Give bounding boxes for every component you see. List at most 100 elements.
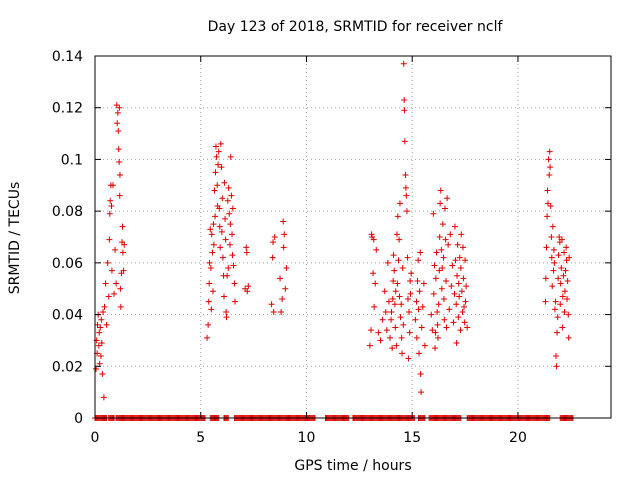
data-point xyxy=(210,241,217,248)
y-tick-label: 0.08 xyxy=(52,204,83,220)
data-point xyxy=(415,257,422,264)
data-point xyxy=(107,197,114,204)
data-point xyxy=(550,267,557,274)
data-point xyxy=(215,161,222,168)
data-point xyxy=(218,228,225,235)
data-point xyxy=(445,241,452,248)
data-point xyxy=(402,184,409,191)
data-point xyxy=(550,246,557,253)
data-point xyxy=(440,296,447,303)
data-point xyxy=(372,280,379,287)
data-point xyxy=(218,164,225,171)
data-point xyxy=(420,280,427,287)
data-point xyxy=(443,277,450,284)
data-point xyxy=(431,262,438,269)
data-point xyxy=(560,272,567,279)
data-point xyxy=(268,301,275,308)
data-point xyxy=(432,345,439,352)
data-point xyxy=(561,308,568,315)
data-point xyxy=(227,153,234,160)
data-point xyxy=(243,249,250,256)
data-point xyxy=(212,169,219,176)
data-point xyxy=(402,171,409,178)
data-point xyxy=(221,293,227,300)
grid-lines xyxy=(95,56,611,418)
data-point xyxy=(558,236,565,243)
data-point xyxy=(555,275,562,282)
y-tick-label: 0.04 xyxy=(52,308,83,324)
data-point xyxy=(458,231,465,238)
data-point xyxy=(544,187,551,194)
data-point xyxy=(443,324,450,331)
data-point xyxy=(229,205,236,212)
data-point xyxy=(556,234,563,240)
chart-title: Day 123 of 2018, SRMTID for receiver ncl… xyxy=(208,19,504,35)
data-point xyxy=(434,308,441,315)
data-point xyxy=(119,223,126,230)
data-point xyxy=(244,288,251,295)
data-point xyxy=(213,153,220,160)
data-point xyxy=(566,254,573,261)
data-point xyxy=(370,270,377,277)
data-point xyxy=(542,275,549,282)
data-point xyxy=(222,215,229,222)
data-point xyxy=(205,298,212,305)
data-point xyxy=(280,244,287,251)
data-point xyxy=(552,298,559,305)
data-point xyxy=(561,288,568,295)
data-point xyxy=(394,213,401,220)
data-point xyxy=(435,301,442,308)
data-point xyxy=(384,259,391,266)
data-point xyxy=(553,352,560,359)
data-point xyxy=(375,329,382,336)
data-point xyxy=(554,314,561,321)
data-point xyxy=(216,205,223,212)
data-points xyxy=(92,60,576,421)
data-point xyxy=(453,301,460,308)
data-point xyxy=(109,182,116,189)
axis-ticks: 0 5 10 15 20 0 0.02 0.04 0.06 0.08 0.1 0.12 0.14 xyxy=(52,49,611,446)
data-point xyxy=(404,296,411,303)
data-point xyxy=(565,311,572,318)
y-tick-label: 0.12 xyxy=(52,101,83,117)
data-point xyxy=(565,334,572,341)
data-point xyxy=(448,283,455,290)
data-point xyxy=(397,314,404,321)
data-point xyxy=(101,303,108,310)
data-point xyxy=(100,308,107,315)
data-point xyxy=(116,159,123,166)
data-point xyxy=(449,262,456,269)
data-point xyxy=(93,365,100,372)
data-point xyxy=(219,195,226,202)
data-point xyxy=(417,371,424,378)
data-point xyxy=(102,280,109,287)
data-point xyxy=(421,342,428,349)
data-point xyxy=(558,265,565,272)
data-point xyxy=(94,321,101,328)
data-point xyxy=(98,316,105,323)
data-point xyxy=(282,285,289,292)
data-point xyxy=(279,296,286,303)
data-point xyxy=(464,324,471,331)
data-point xyxy=(439,265,446,272)
data-point xyxy=(392,288,399,295)
plot-frame xyxy=(94,55,612,419)
data-point xyxy=(401,107,408,114)
data-point xyxy=(456,254,463,261)
data-point xyxy=(209,249,216,256)
data-point xyxy=(243,244,250,251)
data-point xyxy=(564,296,571,303)
data-point xyxy=(551,306,558,313)
data-point xyxy=(206,259,213,266)
data-point xyxy=(401,138,408,145)
data-point xyxy=(462,257,469,264)
data-point xyxy=(548,234,555,240)
data-point xyxy=(551,259,558,266)
data-point xyxy=(462,298,469,305)
data-point xyxy=(547,202,554,209)
data-point xyxy=(231,298,238,305)
data-point xyxy=(559,293,566,300)
data-point xyxy=(457,327,464,334)
data-point xyxy=(217,140,224,147)
data-point xyxy=(212,213,219,220)
